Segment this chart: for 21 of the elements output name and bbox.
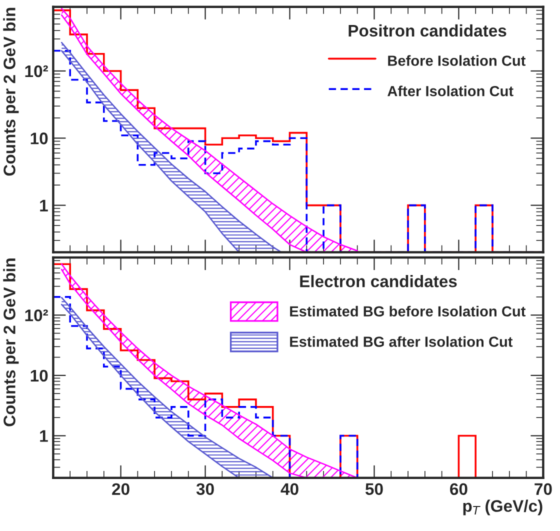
y-tick-label: 10²	[25, 309, 48, 322]
y-axis-title: Counts per 2 GeV bin	[3, 8, 19, 176]
legend-label: Estimated BG after Isolation Cut	[290, 336, 513, 347]
y-axis-title: Counts per 2 GeV bin	[3, 258, 19, 426]
y-tick-label: 1	[40, 200, 48, 212]
x-tick-label: 50	[365, 483, 383, 496]
x-tick-label: 30	[196, 483, 214, 496]
legend-title: Positron candidates	[348, 24, 506, 37]
legend-label: After Isolation Cut	[388, 86, 514, 96]
x-axis-title: p$_{T}$ (GeV/c)	[463, 500, 542, 516]
x-tick-label: 40	[280, 483, 298, 496]
legend-label: Before Isolation Cut	[388, 55, 526, 66]
legend-label: Estimated BG before Isolation Cut	[290, 306, 526, 317]
x-tick-label: 60	[450, 483, 468, 496]
y-tick-label: 10²	[25, 65, 48, 78]
y-tick-label: 10	[30, 370, 48, 382]
x-tick-label: 70	[534, 483, 552, 496]
y-tick-label: 1	[40, 430, 48, 442]
x-tick-label: 20	[112, 483, 130, 496]
y-tick-label: 10	[30, 132, 48, 144]
legend-title: Electron candidates	[300, 275, 457, 288]
